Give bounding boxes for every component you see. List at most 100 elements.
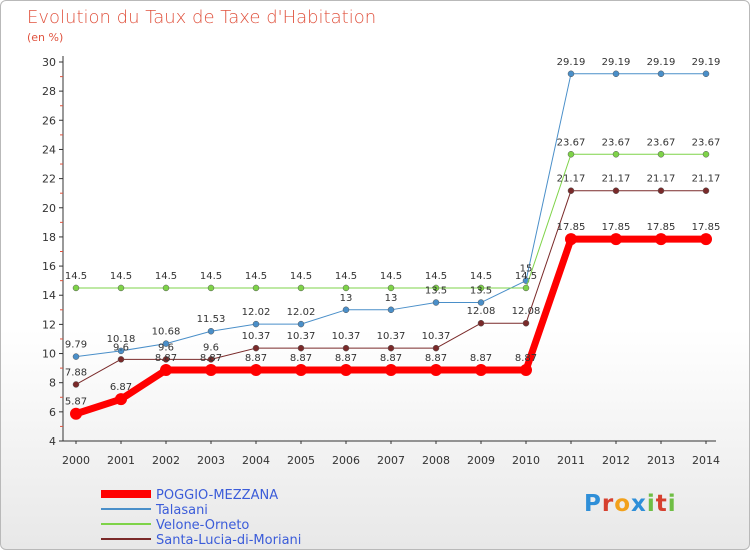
y-tick-label: 28 <box>42 85 56 98</box>
x-tick-label: 2005 <box>287 454 315 467</box>
data-point <box>72 284 80 292</box>
data-point <box>205 364 217 377</box>
y-tick-label: 20 <box>42 202 56 215</box>
data-label: 10.18 <box>107 334 136 345</box>
y-tick-label: 6 <box>49 406 56 419</box>
data-point <box>477 284 485 292</box>
data-point <box>700 233 712 246</box>
data-label: 8.87 <box>425 353 447 364</box>
series-line-1 <box>75 73 706 358</box>
data-point <box>657 151 665 158</box>
data-label: 17.85 <box>602 222 631 233</box>
data-point <box>387 284 395 292</box>
data-label: 23.67 <box>602 137 631 148</box>
data-label: 13 <box>340 293 353 304</box>
data-label: 15 <box>520 264 533 275</box>
x-tick-label: 2014 <box>692 454 720 467</box>
data-label: 29.19 <box>647 57 676 68</box>
data-point <box>432 299 440 306</box>
data-label: 12.08 <box>467 306 496 317</box>
data-label: 23.67 <box>692 137 721 148</box>
data-label: 7.88 <box>65 367 87 378</box>
data-point <box>522 319 530 327</box>
data-point <box>567 151 575 158</box>
data-point <box>610 233 622 246</box>
data-point <box>475 364 487 377</box>
data-label: 9.79 <box>65 340 87 351</box>
data-label: 14.5 <box>425 271 447 282</box>
data-point <box>252 284 260 292</box>
data-label: 13.5 <box>470 286 492 297</box>
data-point <box>295 364 307 377</box>
series-lines <box>70 70 712 420</box>
data-label: 23.67 <box>647 137 676 148</box>
y-tick-label: 14 <box>42 289 56 302</box>
x-tick-label: 2000 <box>62 454 90 467</box>
data-point <box>342 344 350 352</box>
data-point <box>297 284 305 292</box>
data-label: 10.37 <box>377 331 406 342</box>
data-point <box>612 70 620 78</box>
data-label: 5.87 <box>65 397 87 408</box>
x-tick-label: 2003 <box>197 454 225 467</box>
data-label: 12.08 <box>512 306 541 317</box>
data-label: 8.87 <box>290 353 312 364</box>
data-point <box>520 364 532 377</box>
data-point <box>702 151 710 158</box>
data-label: 8.87 <box>380 353 402 364</box>
data-label: 14.5 <box>515 271 537 282</box>
data-point <box>342 306 350 314</box>
data-point <box>297 344 305 352</box>
data-point <box>117 284 125 292</box>
x-tick-label: 2004 <box>242 454 270 467</box>
y-tick-label: 16 <box>42 260 56 273</box>
data-point <box>477 299 485 306</box>
data-point <box>162 356 170 363</box>
x-tick-label: 2013 <box>647 454 675 467</box>
data-point <box>117 347 125 355</box>
legend-label-1: Talasani <box>155 503 208 518</box>
data-label: 14.5 <box>335 271 357 282</box>
data-point <box>160 364 172 377</box>
data-label: 13.5 <box>425 286 447 297</box>
x-tick-label: 2011 <box>557 454 585 467</box>
data-point <box>567 187 575 194</box>
y-tick-label: 18 <box>42 231 56 244</box>
data-label: 8.87 <box>515 353 537 364</box>
data-label: 8.87 <box>155 353 177 364</box>
data-label: 8.87 <box>335 353 357 364</box>
data-point <box>522 284 530 292</box>
data-point <box>702 70 710 78</box>
data-label: 6.87 <box>110 382 132 393</box>
data-point <box>252 320 260 328</box>
data-point <box>657 187 665 194</box>
data-label: 10.37 <box>242 331 271 342</box>
data-point <box>250 364 262 377</box>
data-label: 17.85 <box>557 222 586 233</box>
data-label: 21.17 <box>602 174 631 185</box>
data-point <box>655 233 667 246</box>
data-point <box>432 344 440 352</box>
x-tick-label: 2001 <box>107 454 135 467</box>
x-tick-label: 2010 <box>512 454 540 467</box>
data-point <box>612 187 620 194</box>
data-point <box>72 381 80 388</box>
data-label: 21.17 <box>647 174 676 185</box>
x-tick-label: 2009 <box>467 454 495 467</box>
data-point <box>72 353 80 360</box>
data-label: 14.5 <box>200 271 222 282</box>
data-label: 9.6 <box>158 342 174 353</box>
data-point <box>115 393 127 406</box>
data-labels: 5.87 6.87 8.87 8.87 8.87 8.87 8.87 8.87 8.87 8.87… <box>65 57 720 408</box>
data-label: 10.37 <box>332 331 361 342</box>
data-label: 14.5 <box>155 271 177 282</box>
legend: POGGIO-MEZZANATalasaniVelone-OrnetoSanta… <box>101 488 301 548</box>
data-point <box>702 187 710 194</box>
data-point <box>207 356 215 363</box>
proxiti-logo: Proxiti <box>584 491 677 517</box>
data-label: 29.19 <box>692 57 721 68</box>
data-point <box>612 151 620 158</box>
data-label: 17.85 <box>647 222 676 233</box>
